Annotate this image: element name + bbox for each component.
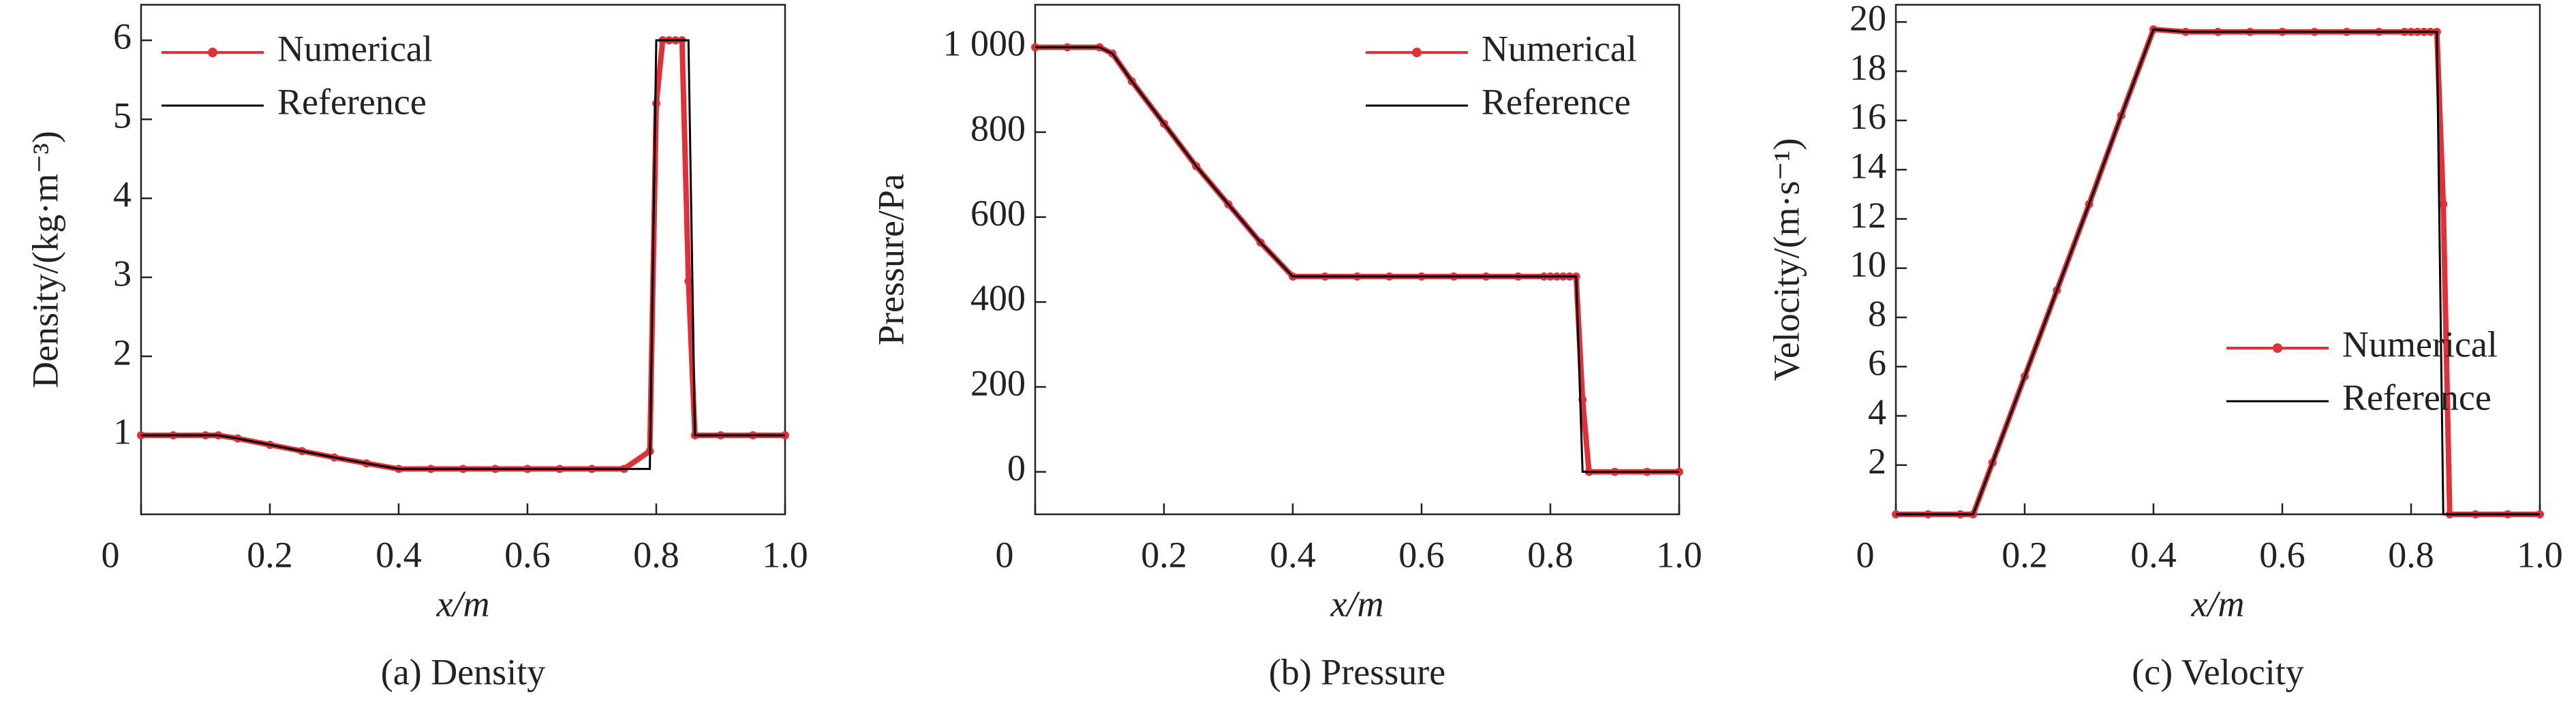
legend-label: Reference	[1482, 81, 1631, 122]
y-tick-label: 6	[1868, 343, 1886, 384]
series-line	[1896, 28, 2540, 516]
data-point	[684, 277, 693, 285]
y-tick-label: 14	[1850, 145, 1886, 186]
y-tick-label: 8	[1868, 293, 1886, 334]
plot-frame	[140, 3, 786, 516]
panel-caption: (c) Velocity	[2132, 651, 2303, 692]
legend-marker	[208, 48, 217, 57]
y-tick-label: 6	[113, 16, 132, 57]
legend-marker	[1412, 48, 1422, 57]
series-line	[141, 39, 785, 470]
x-tick-label: 0.8	[2388, 534, 2434, 575]
plot-frame	[1034, 3, 1681, 516]
x-axis-label: x/m	[2191, 583, 2245, 624]
legend-label: Numerical	[277, 28, 433, 69]
panel: 0 0.2 0.4 0.6 0.8 1.0 0 200 400 600 800 1 000 x/m Pre…	[870, 3, 1702, 692]
legend-label: Reference	[2342, 377, 2491, 418]
y-tick-label: 400	[970, 278, 1026, 319]
y-tick-label: 4	[113, 174, 132, 215]
x-tick-label: 0.4	[375, 534, 422, 575]
y-tick-label: 200	[970, 362, 1026, 403]
x-tick-label: 1.0	[762, 534, 808, 575]
panel: 0 0.2 0.4 0.6 0.8 1.0 2 4 6 8 10 12 14 16 18 20 x/m Veloc…	[1766, 0, 2562, 692]
x-tick-label: 0.6	[2259, 534, 2305, 575]
y-tick-label: 800	[970, 108, 1026, 149]
y-tick-label: 2	[1868, 441, 1886, 482]
x-axis-label: x/m	[436, 583, 490, 624]
x-tick-label: 0	[996, 534, 1014, 575]
y-tick-label: 16	[1850, 96, 1886, 137]
legend-label: Numerical	[2342, 324, 2498, 364]
y-axis-label: Pressure/Pa	[870, 174, 911, 345]
y-tick-label: 10	[1850, 244, 1886, 285]
y-tick-label: 4	[1868, 392, 1886, 433]
x-tick-label: 0.6	[504, 534, 551, 575]
series-line	[1035, 46, 1679, 473]
y-tick-label: 12	[1850, 195, 1886, 236]
x-tick-label: 0.2	[2002, 534, 2048, 575]
x-tick-label: 0.6	[1398, 534, 1445, 575]
data-point	[2439, 200, 2448, 208]
y-axis-label: Velocity/(m·s⁻¹)	[1766, 138, 1807, 381]
y-tick-label: 0	[1007, 448, 1026, 488]
y-axis-label: Density/(kg·m⁻³)	[25, 131, 65, 388]
y-tick-label: 5	[113, 95, 132, 136]
x-tick-label: 0.2	[1141, 534, 1187, 575]
y-tick-label: 18	[1850, 47, 1886, 88]
x-tick-label: 0.8	[1527, 534, 1574, 575]
y-tick-label: 1	[113, 411, 132, 452]
legend-label: Reference	[277, 81, 427, 122]
panel-caption: (b) Pressure	[1269, 651, 1445, 692]
legend-label: Numerical	[1482, 28, 1637, 69]
plot-frame	[1895, 3, 2541, 516]
x-tick-label: 0.8	[633, 534, 679, 575]
x-tick-label: 0.4	[2130, 534, 2177, 575]
x-tick-label: 0.4	[1270, 534, 1316, 575]
y-tick-label: 3	[113, 253, 132, 294]
x-tick-label: 1.0	[1656, 534, 1702, 575]
y-tick-label: 600	[970, 193, 1026, 234]
panel: 0 0.2 0.4 0.6 0.8 1.0 1 2 3 4 5 6 x/m Density/(kg·m⁻³…	[25, 3, 808, 692]
legend-marker	[2273, 343, 2282, 353]
panel-caption: (a) Density	[381, 651, 545, 692]
x-axis-label: x/m	[1330, 583, 1384, 624]
x-tick-label: 0	[1856, 534, 1875, 575]
y-tick-label: 2	[113, 332, 132, 373]
x-tick-label: 0	[102, 534, 120, 575]
x-tick-label: 1.0	[2517, 534, 2563, 575]
x-tick-label: 0.2	[247, 534, 293, 575]
y-tick-label: 1 000	[943, 23, 1026, 64]
y-tick-label: 20	[1850, 0, 1886, 39]
